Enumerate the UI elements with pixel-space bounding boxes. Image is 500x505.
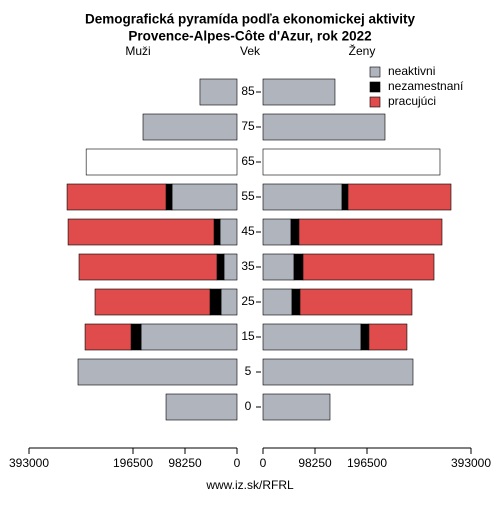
x-tick-label-left: 0 bbox=[234, 456, 241, 470]
right-label: Ženy bbox=[349, 43, 376, 58]
x-tick-label-left: 393000 bbox=[9, 456, 49, 470]
legend-swatch bbox=[369, 81, 381, 93]
bar-men bbox=[78, 253, 218, 281]
y-tick-label: 45 bbox=[241, 224, 255, 238]
bar-men bbox=[216, 253, 225, 281]
bar-women bbox=[368, 323, 408, 351]
legend-label: neaktivni bbox=[388, 64, 435, 78]
bar-women bbox=[262, 218, 292, 246]
legend-swatch bbox=[369, 66, 381, 78]
bar-men bbox=[94, 288, 211, 316]
bar-men bbox=[67, 218, 215, 246]
y-tick-label: 25 bbox=[241, 294, 255, 308]
x-tick-label-right: 0 bbox=[260, 456, 267, 470]
center-label: Vek bbox=[240, 44, 261, 58]
legend-label: pracujúci bbox=[388, 94, 436, 108]
legend-swatch bbox=[369, 96, 381, 108]
y-tick-label: 0 bbox=[245, 399, 252, 413]
x-tick-label-right: 98250 bbox=[298, 456, 332, 470]
bar-women bbox=[262, 148, 441, 176]
x-tick-label-right: 196500 bbox=[347, 456, 387, 470]
x-tick-label-right: 393000 bbox=[451, 456, 491, 470]
bar-women bbox=[262, 393, 331, 421]
bar-women bbox=[302, 253, 435, 281]
bar-men bbox=[140, 323, 238, 351]
chart-title: Demografická pyramída podľa ekonomickej … bbox=[85, 12, 416, 27]
bar-men bbox=[85, 148, 238, 176]
bar-men bbox=[213, 218, 221, 246]
bar-men bbox=[199, 78, 238, 106]
bar-men bbox=[171, 183, 238, 211]
bar-women bbox=[262, 78, 336, 106]
y-tick-label: 35 bbox=[241, 259, 255, 273]
bar-men bbox=[220, 288, 238, 316]
bar-women bbox=[262, 113, 386, 141]
y-tick-label: 55 bbox=[241, 189, 255, 203]
bar-women bbox=[262, 253, 295, 281]
x-tick-label-left: 98250 bbox=[168, 456, 202, 470]
y-tick-label: 5 bbox=[245, 364, 252, 378]
bar-men bbox=[142, 113, 238, 141]
bar-women bbox=[347, 183, 452, 211]
bar-women bbox=[262, 323, 362, 351]
bar-men bbox=[223, 253, 238, 281]
y-tick-label: 75 bbox=[241, 119, 255, 133]
bar-men bbox=[84, 323, 132, 351]
source: www.iz.sk/RFRL bbox=[205, 478, 294, 492]
bar-men bbox=[130, 323, 142, 351]
bar-men bbox=[165, 393, 238, 421]
bar-men bbox=[165, 183, 173, 211]
bar-men bbox=[219, 218, 238, 246]
chart-subtitle: Provence-Alpes-Côte d'Azur, rok 2022 bbox=[128, 29, 371, 44]
y-tick-label: 65 bbox=[241, 154, 255, 168]
bar-women bbox=[262, 288, 293, 316]
bar-women bbox=[291, 288, 301, 316]
bar-women bbox=[341, 183, 349, 211]
bar-women bbox=[299, 288, 413, 316]
bar-women bbox=[298, 218, 443, 246]
bar-men bbox=[66, 183, 167, 211]
bar-men bbox=[209, 288, 222, 316]
bar-men bbox=[77, 358, 238, 386]
y-tick-label: 85 bbox=[241, 84, 255, 98]
bar-women bbox=[360, 323, 370, 351]
legend-label: nezamestnaní bbox=[388, 79, 464, 93]
bar-women bbox=[262, 358, 414, 386]
bar-women bbox=[293, 253, 304, 281]
bar-women bbox=[262, 183, 343, 211]
x-tick-label-left: 196500 bbox=[113, 456, 153, 470]
bar-women bbox=[290, 218, 300, 246]
left-label: Muži bbox=[125, 44, 150, 58]
y-tick-label: 15 bbox=[241, 329, 255, 343]
